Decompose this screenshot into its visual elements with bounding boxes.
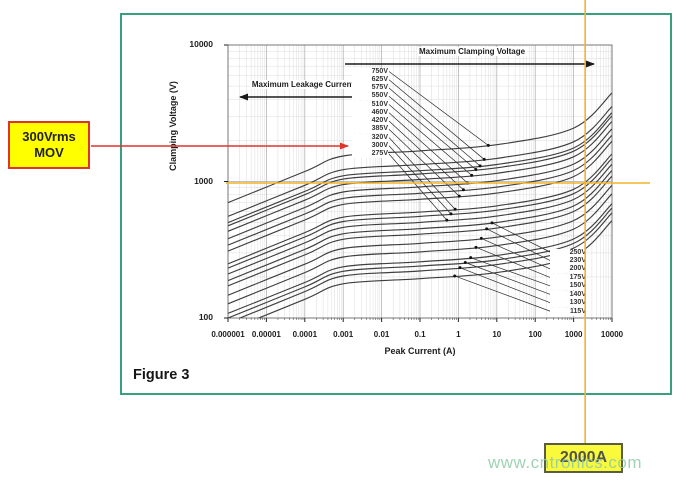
curve-pointer-dot	[457, 194, 461, 198]
x-tick-label: 10	[492, 330, 502, 339]
voltage-label-140V: 140V	[550, 290, 586, 299]
voltage-label-230V: 230V	[550, 256, 586, 265]
pointer-lines	[388, 71, 552, 312]
curve-pointer-dot	[482, 157, 486, 161]
curve-300V	[228, 157, 612, 269]
current-callout-label: 2000A	[559, 449, 608, 466]
curve-pointer-dot	[445, 218, 449, 222]
curve-pointer-dot	[490, 221, 494, 225]
mov-callout-box: 300Vrms MOV	[8, 121, 90, 169]
curve-pointer-dot	[458, 266, 462, 270]
x-tick-label: 0.000001	[211, 330, 245, 339]
axis-ticks	[224, 44, 613, 322]
x-tick-label: 0.01	[373, 330, 390, 339]
voltage-label-750V: 750V	[352, 67, 388, 76]
x-tick-label: 1000	[564, 330, 583, 339]
curve-pointer-dot	[479, 236, 483, 240]
curve-pointer-dot	[461, 188, 465, 192]
voltage-label-130V: 130V	[550, 299, 586, 308]
curve-130V	[238, 212, 612, 318]
curve-550V	[228, 115, 612, 227]
curve-pointer-dot	[485, 227, 489, 231]
figure-frame	[120, 13, 672, 395]
watermark-text: www.cntronics.com	[488, 453, 642, 472]
curve-420V	[228, 134, 612, 246]
voltage-label-300V: 300V	[352, 141, 388, 150]
voltage-label-275V: 275V	[352, 150, 388, 158]
curve-pointer-dot	[469, 256, 473, 260]
curve-pointer-dot	[474, 167, 478, 171]
curve-150V	[228, 203, 612, 314]
voltage-label-200V: 200V	[550, 265, 586, 274]
x-tick-label: 1	[456, 330, 461, 339]
curve-pointer-dot	[453, 207, 457, 211]
y-tick-label: 10000	[189, 39, 213, 49]
x-tick-label: 0.001	[333, 330, 354, 339]
voltage-label-460V: 460V	[352, 108, 388, 117]
x-tick-label: 0.1	[414, 330, 426, 339]
mov-callout-line2: MOV	[34, 145, 64, 160]
voltage-label-510V: 510V	[352, 100, 388, 109]
voltage-label-150V: 150V	[550, 282, 586, 291]
curve-pointer-dot	[453, 274, 457, 278]
x-axis-title: Peak Current (A)	[384, 346, 456, 356]
curve-275V	[228, 163, 612, 275]
curve-625V	[228, 106, 612, 217]
curve-pointer-dot	[478, 164, 482, 168]
curve-140V	[228, 207, 612, 318]
curve-pointer-dot	[449, 212, 453, 216]
voltage-label-420V: 420V	[352, 117, 388, 125]
current-callout-box: 2000A	[544, 443, 623, 473]
figure-caption: Figure 3	[133, 367, 190, 383]
curve-200V	[228, 184, 612, 296]
max-clamping-voltage-label: Maximum Clamping Voltage	[416, 47, 528, 56]
curve-pointer-dot	[470, 173, 474, 177]
curve-pointer-dot	[486, 143, 490, 147]
x-tick-label: 100	[528, 330, 542, 339]
curve-pointer-dot	[463, 261, 467, 265]
curve-175V	[228, 193, 612, 305]
curve-250V	[228, 170, 612, 282]
voltage-label-550V: 550V	[352, 92, 388, 101]
voltage-label-575V: 575V	[352, 84, 388, 92]
x-tick-label: 0.0001	[292, 330, 318, 339]
voltage-label-385V: 385V	[352, 125, 388, 134]
voltage-label-175V: 175V	[550, 273, 586, 282]
mov-callout-line1: 300Vrms	[22, 129, 76, 144]
curve-230V	[228, 175, 612, 287]
curve-layer	[228, 92, 612, 318]
voltage-label-115V: 115V	[550, 307, 586, 316]
curve-pointer-dot	[474, 245, 478, 249]
x-tick-label: 0.00001	[251, 330, 281, 339]
curve-320V	[228, 153, 612, 265]
x-tick-label: 10000	[600, 330, 624, 339]
curve-385V	[228, 140, 612, 252]
y-tick-label: 1000	[194, 175, 213, 186]
voltage-label-250V: 250V	[550, 248, 586, 257]
voltage-label-625V: 625V	[352, 75, 388, 84]
y-tick-label: 100	[198, 312, 213, 322]
max-leakage-current-label: Maximum Leakage Current	[249, 80, 357, 89]
curve-460V	[228, 128, 612, 240]
curve-750V	[228, 92, 612, 204]
voltage-label-320V: 320V	[352, 133, 388, 142]
